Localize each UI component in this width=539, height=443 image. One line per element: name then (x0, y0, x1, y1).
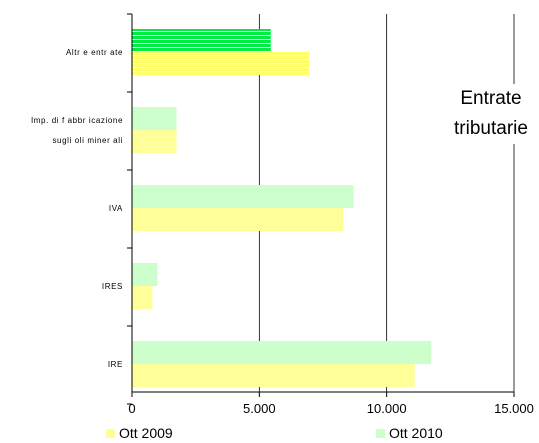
bar (132, 130, 177, 153)
category-label: sugli oli miner ali (52, 136, 123, 145)
bar (132, 208, 344, 231)
tick-labels: 0 5.000 10.000 15.000 (128, 401, 534, 416)
axes (127, 13, 515, 405)
bars (132, 29, 432, 387)
annotation-line-2: tributarie (454, 118, 528, 139)
annotation-box: Entrate tributarie (444, 84, 538, 144)
bar (132, 286, 153, 309)
category-label: IVA (109, 204, 123, 213)
category-label: IRES (102, 282, 123, 291)
bar (132, 364, 415, 387)
bar (132, 52, 309, 75)
x-tick-label: 10.000 (367, 401, 407, 416)
x-tick-label: 5.000 (243, 401, 276, 416)
bar (132, 341, 432, 364)
bar (132, 185, 354, 208)
legend-swatch (376, 429, 385, 438)
legend-swatch (106, 429, 115, 438)
x-tick-label: 15.000 (494, 401, 534, 416)
legend: Ott 2009 Ott 2010 (106, 425, 443, 441)
category-label: Imp. di f abbr icazione (31, 116, 123, 125)
category-label: Altr e entr ate (66, 48, 123, 57)
annotation-line-1: Entrate (460, 88, 522, 109)
legend-label: Ott 2010 (389, 425, 443, 441)
category-labels: Altr e entr ate Imp. di f abbr icazione su… (31, 48, 123, 369)
x-tick-label: 0 (128, 401, 135, 416)
bar (132, 263, 158, 286)
category-label: IRE (108, 360, 123, 369)
bar (132, 29, 271, 52)
bar (132, 107, 177, 130)
legend-label: Ott 2009 (119, 425, 173, 441)
